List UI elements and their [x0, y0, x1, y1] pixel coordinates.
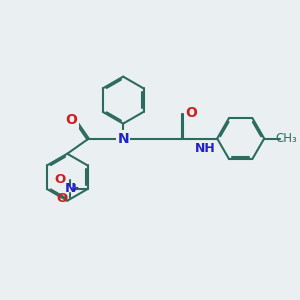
- Text: N: N: [117, 131, 129, 146]
- Text: +: +: [71, 183, 79, 193]
- Text: O: O: [56, 192, 67, 205]
- Text: O: O: [66, 113, 77, 128]
- Text: O: O: [55, 173, 66, 186]
- Text: N: N: [64, 182, 76, 196]
- Text: NH: NH: [194, 142, 215, 155]
- Text: ⁻: ⁻: [70, 184, 77, 197]
- Text: O: O: [185, 106, 197, 120]
- Text: CH₃: CH₃: [276, 132, 297, 145]
